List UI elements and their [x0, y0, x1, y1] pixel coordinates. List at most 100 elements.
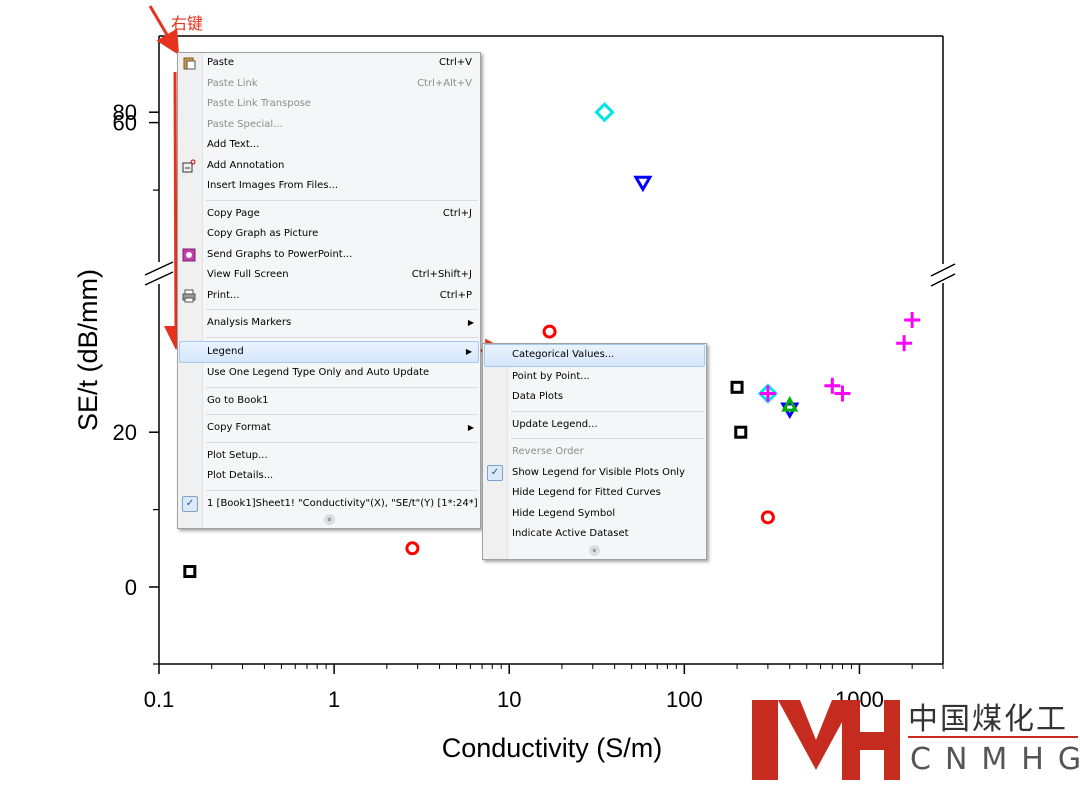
context-menu-item-copy-format[interactable]: Copy Format ▶ [178, 418, 480, 439]
context-menu-item-paste-special[interactable]: Paste Special... [178, 115, 480, 136]
y-tick-label: 80 [113, 100, 137, 125]
menu-item-label: Plot Setup... [207, 449, 268, 461]
context-menu-item-analysis-markers[interactable]: Analysis Markers ▶ [178, 313, 480, 334]
x-tick-label: 1 [328, 687, 340, 712]
menu-item-label: 1 [Book1]Sheet1! "Conductivity"(X), "SE/… [207, 497, 478, 509]
context-menu-item-paste[interactable]: Paste Ctrl+V [178, 53, 480, 74]
context-menu-expand-more[interactable]: » [178, 514, 480, 528]
context-menu-item-send-graphs-to-powerpoint[interactable]: Send Graphs to PowerPoint... [178, 245, 480, 266]
x-axis-label: Conductivity (S/m) [442, 733, 663, 763]
legend-submenu: Categorical Values... Point by Point... Da… [482, 343, 707, 560]
x-axis: 0.1 1 10 100 1000 [144, 664, 944, 712]
legend-submenu-item-show-legend-for-visible-plots-only[interactable]: ✓ Show Legend for Visible Plots Only [483, 463, 706, 484]
menu-item-label: Show Legend for Visible Plots Only [512, 466, 685, 478]
menu-item-label: Plot Details... [207, 470, 274, 481]
menu-item-label: Paste Special... [207, 118, 283, 130]
logo-divider [908, 736, 1078, 738]
context-menu-item-view-full-screen[interactable]: View Full Screen Ctrl+Shift+J [178, 265, 480, 286]
x-tick-label: 100 [666, 687, 703, 712]
annotation-right-click-label: 右键 [171, 14, 204, 33]
menu-item-label: Add Text... [207, 139, 260, 150]
context-menu-item-paste-link[interactable]: Paste Link Ctrl+Alt+V [178, 74, 480, 95]
context-menu-item-copy-graph-as-picture[interactable]: Copy Graph as Picture [178, 224, 480, 245]
menu-item-label: Paste [207, 57, 234, 68]
menu-item-label: Copy Page [207, 207, 260, 219]
checkmark-icon: ✓ [487, 464, 503, 481]
context-menu-item-copy-page[interactable]: Copy Page Ctrl+J [178, 204, 480, 225]
menu-item-label: Send Graphs to PowerPoint... [207, 248, 353, 260]
square-marker [183, 565, 197, 579]
square-marker [734, 425, 748, 439]
square-marker [730, 380, 744, 394]
menu-item-label: Analysis Markers [207, 317, 292, 328]
menu-item-shortcut: Ctrl+J [442, 207, 472, 219]
annotation-icon [182, 159, 196, 173]
legend-submenu-item-hide-legend-symbol[interactable]: Hide Legend Symbol [483, 504, 706, 525]
circle-marker [542, 324, 557, 339]
paste-icon [182, 56, 196, 70]
mh-logo-mark [752, 700, 900, 780]
context-menu-item-insert-images-from-files[interactable]: Insert Images From Files... [178, 176, 480, 197]
legend-submenu-item-indicate-active-dataset[interactable]: Indicate Active Dataset [483, 524, 706, 545]
menu-item-label: Indicate Active Dataset [512, 528, 629, 539]
context-menu-item-paste-link-transpose[interactable]: Paste Link Transpose [178, 94, 480, 115]
context-menu-separator [206, 386, 478, 388]
menu-item-label: Go to Book1 [207, 394, 269, 406]
axis-break-right-2 [930, 273, 956, 287]
submenu-arrow-icon: ▶ [465, 346, 472, 356]
submenu-arrow-icon: ▶ [467, 318, 474, 327]
context-menu-item-plot-details[interactable]: Plot Details... [178, 466, 480, 487]
legend-submenu-item-point-by-point[interactable]: Point by Point... [483, 367, 706, 388]
cnmhg-logo: 中国煤化工 CNMHG [750, 690, 1080, 786]
legend-submenu-item-hide-legend-for-fitted-curves[interactable]: Hide Legend for Fitted Curves [483, 483, 706, 504]
legend-submenu-separator [511, 410, 704, 412]
menu-item-label: Point by Point... [512, 370, 590, 382]
chevron-double-down-icon: » [589, 544, 600, 556]
triangle-down-marker [633, 175, 653, 193]
legend-submenu-item-categorical-values[interactable]: Categorical Values... [484, 344, 705, 367]
menu-item-shortcut: Ctrl+Alt+V [417, 77, 472, 89]
y-axis-label: SE/t (dB/mm) [73, 269, 103, 431]
menu-item-label: Copy Format [207, 422, 271, 433]
context-menu-separator [206, 336, 478, 338]
legend-submenu-expand-more[interactable]: » [483, 544, 706, 559]
context-menu-separator [206, 414, 478, 415]
menu-item-shortcut: Ctrl+V [438, 57, 472, 68]
menu-item-label: Copy Graph as Picture [207, 228, 319, 239]
legend-submenu-item-reverse-order[interactable]: Reverse Order [483, 442, 706, 463]
context-menu-item-1-book1-sheet1-conductivity-x-se-t-y-1-2[interactable]: ✓ 1 [Book1]Sheet1! "Conductivity"(X), "SE… [178, 494, 480, 515]
legend-submenu-item-data-plots[interactable]: Data Plots [483, 387, 706, 408]
chevron-double-down-icon: » [323, 514, 335, 525]
context-menu-item-use-one-legend-type-only-and-auto-update[interactable]: Use One Legend Type Only and Auto Update [178, 363, 480, 384]
printer-icon [182, 289, 196, 303]
context-menu-item-print[interactable]: Print... Ctrl+P [178, 286, 480, 307]
context-menu-item-add-annotation[interactable]: Add Annotation [178, 156, 480, 177]
powerpoint-icon [182, 248, 196, 262]
submenu-icon-gutter [483, 344, 508, 559]
context-menu-item-legend[interactable]: Legend ▶ [179, 340, 479, 363]
y-tick-label: 0 [125, 575, 137, 600]
menu-item-label: Hide Legend for Fitted Curves [512, 487, 661, 498]
diamond-marker [594, 102, 615, 123]
axis-break-left-2 [144, 271, 174, 286]
legend-submenu-separator [511, 438, 704, 439]
context-menu-item-add-text[interactable]: Add Text... [178, 135, 480, 156]
menu-item-label: Paste Link Transpose [207, 98, 312, 109]
context-menu-item-go-to-book1[interactable]: Go to Book1 [178, 391, 480, 412]
y-tick-label: 60 [113, 111, 137, 136]
y-tick-label: 20 [113, 420, 137, 445]
axis-break-right-1 [930, 263, 956, 277]
menu-item-label: Print... [207, 289, 240, 301]
menu-item-label: Use One Legend Type Only and Auto Update [207, 367, 430, 378]
context-menu-separator [206, 309, 478, 310]
legend-submenu-item-update-legend[interactable]: Update Legend... [483, 415, 706, 436]
menu-item-label: Legend [207, 345, 244, 357]
menu-item-label: Insert Images From Files... [207, 180, 339, 191]
axis-break-left-1 [144, 261, 174, 276]
context-menu-separator [206, 489, 478, 491]
menu-item-label: Categorical Values... [512, 349, 615, 360]
context-menu-item-plot-setup[interactable]: Plot Setup... [178, 446, 480, 467]
context-menu-separator [206, 199, 478, 201]
